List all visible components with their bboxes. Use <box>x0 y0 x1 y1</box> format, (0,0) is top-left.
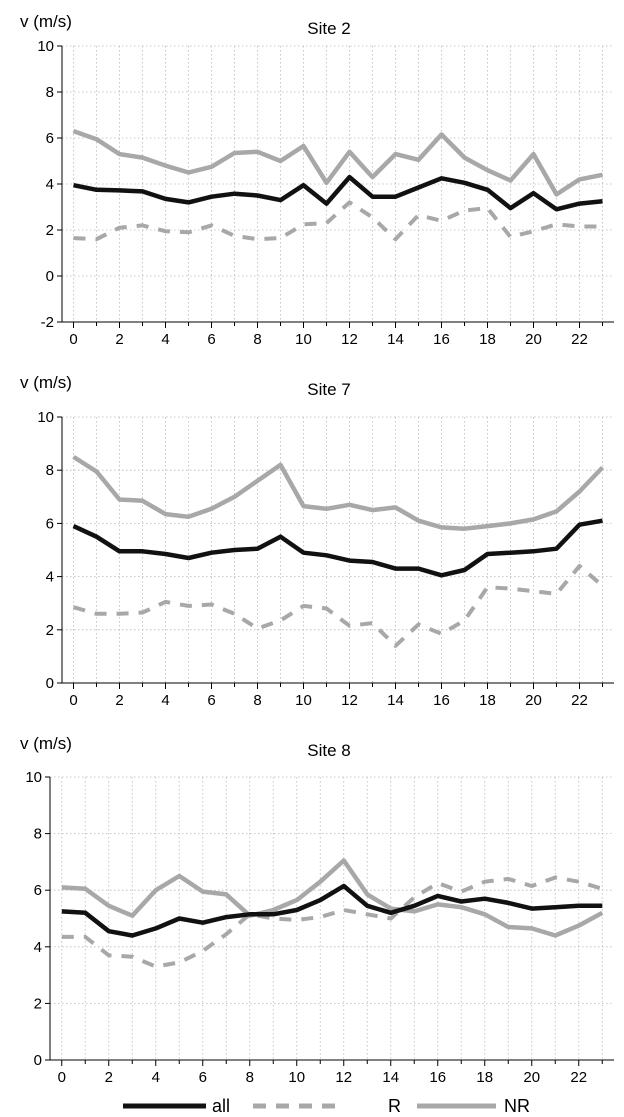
series-line-nr <box>61 858 604 938</box>
legend-label-all: all <box>212 1096 230 1116</box>
x-tick-label: 20 <box>523 1069 540 1086</box>
x-tick-label: 20 <box>525 692 542 709</box>
x-tick-label: 22 <box>571 331 588 348</box>
x-tick-label: 10 <box>295 692 312 709</box>
y-tick-label: -2 <box>41 314 54 331</box>
x-tick-label: 16 <box>433 331 450 348</box>
x-tick-label: 20 <box>525 331 542 348</box>
y-tick-label: 6 <box>34 882 42 899</box>
y-tick-label: 8 <box>46 462 54 479</box>
x-tick-label: 12 <box>335 1069 352 1086</box>
x-tick-label: 2 <box>115 331 123 348</box>
x-tick-label: 14 <box>387 692 404 709</box>
series-line-r <box>72 564 604 648</box>
x-tick-label: 10 <box>295 331 312 348</box>
chart-panel-site-7: v (m/s) Site 7 0 2 4 6 8 10 0 2 4 6 8 10 12 14 16 18 20 2… <box>20 373 614 709</box>
x-tick-label: 18 <box>479 692 496 709</box>
y-axis-label: v (m/s) <box>20 734 72 753</box>
x-tick-label: 22 <box>570 1069 587 1086</box>
grid <box>62 45 614 322</box>
x-tick-label: 16 <box>429 1069 446 1086</box>
series-line-all <box>72 518 603 578</box>
x-tick-label: 14 <box>382 1069 399 1086</box>
y-tick-label: 2 <box>34 995 42 1012</box>
series-group <box>72 455 605 648</box>
legend-label-r: R <box>388 1096 401 1116</box>
chart-title: Site 2 <box>307 19 350 38</box>
y-tick-label: 10 <box>25 769 42 786</box>
series-group <box>72 128 603 242</box>
series-group <box>61 858 604 969</box>
series-line-all <box>61 883 603 938</box>
x-tick-label: 8 <box>246 1069 254 1086</box>
x-tick-label: 10 <box>288 1069 305 1086</box>
y-tick-label: 2 <box>46 222 54 239</box>
y-axis-label: v (m/s) <box>20 12 72 31</box>
x-tick-label: 2 <box>115 692 123 709</box>
y-tick-label: 2 <box>46 622 54 639</box>
x-tick-label: 18 <box>479 331 496 348</box>
series-line-nr <box>72 128 603 197</box>
y-tick-label: 0 <box>46 268 54 285</box>
series-line-all <box>73 174 603 212</box>
chart-panel-site-8: v (m/s) Site 8 0 2 4 6 8 10 0 2 4 6 8 10 12 14 16 18 20 2… <box>20 734 614 1086</box>
x-tick-label: 16 <box>433 692 450 709</box>
y-tick-label: 6 <box>46 130 54 147</box>
legend-label-nr: NR <box>504 1096 530 1116</box>
y-tick-label: 10 <box>37 409 54 426</box>
x-tick-label: 4 <box>161 692 169 709</box>
x-tick-label: 12 <box>341 331 358 348</box>
y-tick-label: 10 <box>37 38 54 55</box>
chart-title: Site 7 <box>307 380 350 399</box>
x-tick-label: 0 <box>69 692 77 709</box>
axes: -2 0 2 4 6 8 10 0 2 4 6 8 10 12 14 16 18 20 22 <box>37 38 614 348</box>
x-tick-label: 4 <box>161 331 169 348</box>
x-tick-label: 22 <box>571 692 588 709</box>
y-tick-label: 4 <box>46 569 54 586</box>
x-tick-label: 8 <box>253 331 261 348</box>
x-tick-label: 0 <box>69 331 77 348</box>
y-tick-label: 6 <box>46 515 54 532</box>
y-tick-label: 4 <box>34 939 42 956</box>
x-tick-label: 12 <box>341 692 358 709</box>
y-tick-label: 4 <box>46 176 54 193</box>
y-tick-label: 8 <box>46 84 54 101</box>
x-tick-label: 14 <box>387 331 404 348</box>
y-tick-label: 0 <box>46 675 54 692</box>
x-tick-label: 4 <box>152 1069 160 1086</box>
x-tick-label: 8 <box>253 692 261 709</box>
x-tick-label: 2 <box>105 1069 113 1086</box>
grid <box>50 776 614 1060</box>
series-line-nr <box>72 455 605 531</box>
chart-panel-site-2: v (m/s) Site 2 -2 0 2 4 6 8 10 0 2 4 6 8 10 12 14 16 18 2… <box>20 12 614 348</box>
y-tick-label: 8 <box>34 826 42 843</box>
x-tick-label: 6 <box>199 1069 207 1086</box>
series-line-r <box>73 200 603 242</box>
axes: 0 2 4 6 8 10 0 2 4 6 8 10 12 14 16 18 20 22 <box>25 769 614 1086</box>
x-tick-label: 6 <box>207 331 215 348</box>
y-tick-label: 0 <box>34 1052 42 1069</box>
x-tick-label: 18 <box>476 1069 493 1086</box>
x-tick-label: 6 <box>207 692 215 709</box>
legend: all R NR <box>123 1096 530 1116</box>
chart-title: Site 8 <box>307 741 350 760</box>
x-tick-label: 0 <box>58 1069 66 1086</box>
series-line-r <box>61 875 603 969</box>
y-axis-label: v (m/s) <box>20 373 72 392</box>
axes: 0 2 4 6 8 10 0 2 4 6 8 10 12 14 16 18 20 22 <box>37 409 614 709</box>
